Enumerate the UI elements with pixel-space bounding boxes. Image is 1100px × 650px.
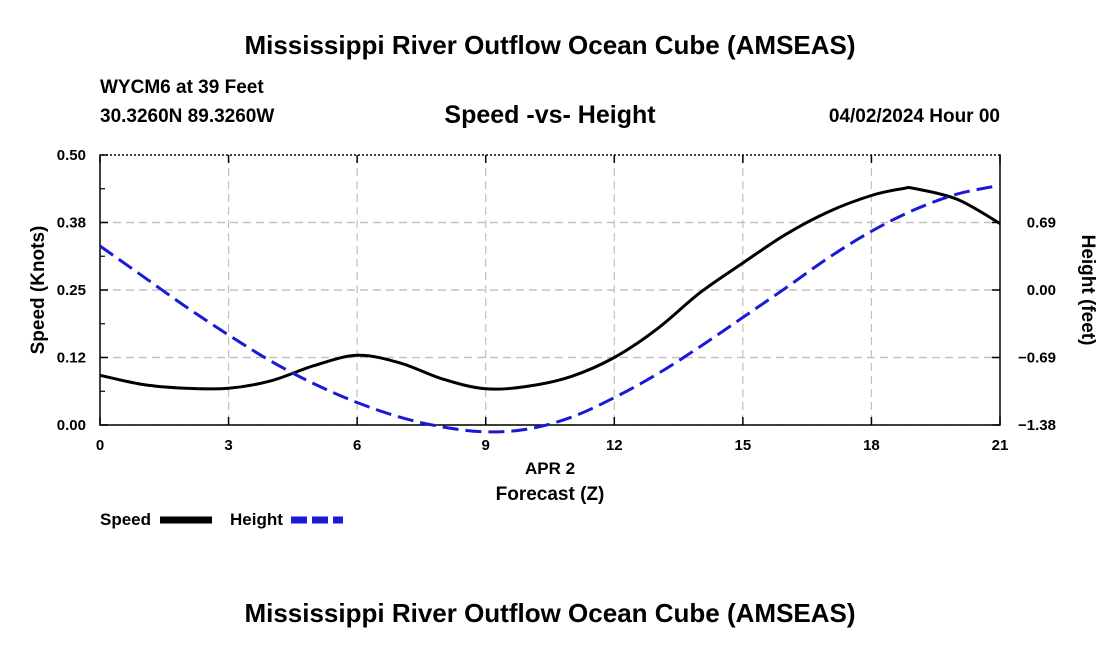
legend-label-height: Height xyxy=(230,510,283,529)
series-line-speed xyxy=(99,185,1001,391)
y-tick-label: 0.00 xyxy=(57,417,86,434)
legend: Speed Height xyxy=(100,510,343,529)
y2-axis-label: Height (feet) xyxy=(1077,235,1098,346)
y2-tick-label: −0.69 xyxy=(1018,350,1056,367)
footer-title: Mississippi River Outflow Ocean Cube (AM… xyxy=(244,598,856,628)
x-tick-label: 18 xyxy=(863,437,880,454)
x-tick-label: 3 xyxy=(224,437,232,454)
grid-layer xyxy=(100,155,1000,426)
x-axis-label: Forecast (Z) xyxy=(496,484,605,505)
x-tick-label: 21 xyxy=(992,437,1009,454)
y2-tick-label: 0.69 xyxy=(1027,215,1056,232)
chart-title: Speed -vs- Height xyxy=(444,101,656,129)
y-tick-label: 0.38 xyxy=(57,215,86,232)
coordinates-label: 30.3260N 89.3260W xyxy=(100,106,275,127)
legend-label-speed: Speed xyxy=(100,510,151,529)
x-tick-label: 12 xyxy=(606,437,623,454)
x-tick-label: 6 xyxy=(353,437,361,454)
y2-tick-label: −1.38 xyxy=(1018,417,1056,434)
y-tick-label: 0.12 xyxy=(57,350,86,367)
station-label: WYCM6 at 39 Feet xyxy=(100,77,264,98)
x-tick-label: 15 xyxy=(735,437,752,454)
y-tick-label: 0.50 xyxy=(57,147,86,164)
x-tick-label: 9 xyxy=(482,437,490,454)
series-layer xyxy=(99,183,1001,434)
x-tick-label: 0 xyxy=(96,437,104,454)
y2-tick-label: 0.00 xyxy=(1027,282,1056,299)
tick-layer: 0 3 6 9 12 15 18 21 0.00 0.12 0.25 0.38 0.50 −1.38 −0.… xyxy=(57,147,1056,454)
y-axis-label: Speed (Knots) xyxy=(28,226,49,355)
forecast-datetime: 04/02/2024 Hour 00 xyxy=(828,106,1000,127)
y-tick-label: 0.25 xyxy=(57,282,86,299)
main-title: Mississippi River Outflow Ocean Cube (AM… xyxy=(244,30,856,60)
x-axis-date-label: APR 2 xyxy=(525,459,575,478)
